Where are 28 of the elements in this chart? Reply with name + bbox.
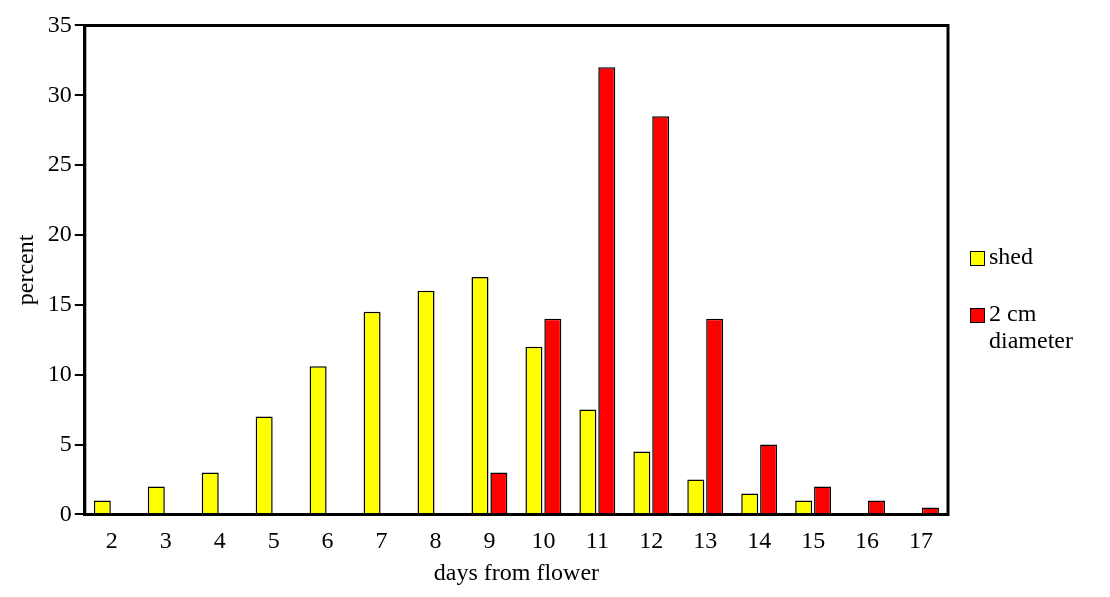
x-tick-label: 6	[321, 527, 334, 554]
x-tick-label: 12	[639, 527, 664, 554]
x-tick-label: 9	[483, 527, 496, 554]
x-tick-label: 17	[909, 527, 934, 554]
y-tick-label: 5	[59, 429, 72, 456]
y-tick-label: 35	[47, 10, 72, 37]
x-tick-label: 13	[693, 527, 718, 554]
x-tick-label: 4	[213, 527, 226, 554]
legend-label: 2 cm diameter	[989, 299, 1074, 354]
legend-label: shed	[989, 242, 1033, 270]
x-axis-title: days from flower	[433, 558, 600, 585]
x-tick-label: 16	[855, 527, 880, 554]
y-tick-label: 10	[47, 359, 72, 386]
y-tick-label: 30	[47, 80, 72, 107]
y-tick-label: 15	[47, 290, 72, 317]
y-tick-label: 25	[47, 150, 72, 177]
y-tick-label: 0	[59, 499, 72, 526]
x-tick-label: 11	[585, 527, 609, 554]
x-tick-label: 15	[801, 527, 826, 554]
x-tick-label: 2	[105, 527, 118, 554]
x-tick-label: 14	[747, 527, 772, 554]
x-tick-label: 8	[429, 527, 442, 554]
y-tick-label: 20	[47, 220, 72, 247]
y-axis-title: percent	[11, 234, 38, 306]
x-tick-label: 10	[531, 527, 556, 554]
x-tick-label: 7	[375, 527, 388, 554]
x-tick-label: 5	[267, 527, 280, 554]
x-tick-label: 3	[159, 527, 172, 554]
